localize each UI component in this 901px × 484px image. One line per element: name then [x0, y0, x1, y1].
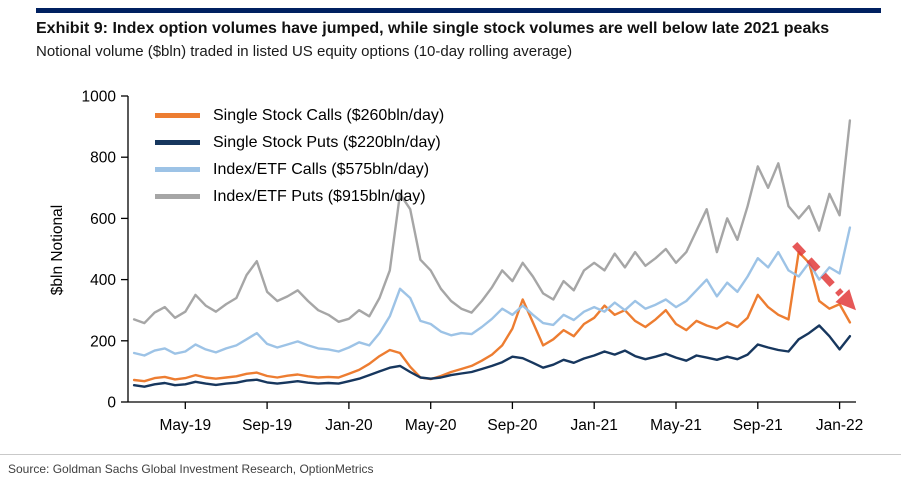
- legend-item-index-etf-calls: Index/ETF Calls ($575bln/day): [155, 160, 444, 179]
- x-tick-label: Sep-19: [242, 417, 292, 434]
- y-tick-label: 1000: [82, 89, 117, 106]
- x-tick-label: Sep-20: [487, 417, 537, 434]
- y-tick-label: 400: [90, 272, 116, 289]
- exhibit-subtitle: Notional volume ($bln) traded in listed …: [36, 43, 573, 60]
- volume-line-chart: 0 200 400 600 800 1000 May-19 Sep-19 Jan-20 May-2…: [82, 89, 864, 435]
- legend-label-single-stock-calls: Single Stock Calls ($260bln/day): [213, 106, 445, 124]
- legend-swatch-index-etf-puts: [155, 194, 200, 199]
- legend-item-single-stock-puts: Single Stock Puts ($220bln/day): [155, 133, 444, 152]
- y-tick-label: 800: [90, 150, 116, 167]
- series-line-single-stock-puts: [132, 324, 852, 388]
- footer-divider: [0, 454, 901, 455]
- top-rule: [36, 8, 881, 13]
- x-tick-label: May-19: [159, 417, 211, 434]
- legend-item-index-etf-puts: Index/ETF Puts ($915bln/day): [155, 187, 444, 206]
- series-line-index-etf-calls: [132, 226, 852, 357]
- axes: [121, 95, 856, 409]
- legend-label-index-etf-puts: Index/ETF Puts ($915bln/day): [213, 187, 426, 205]
- legend-swatch-single-stock-calls: [155, 113, 200, 118]
- source-note: Source: Goldman Sachs Global Investment …: [8, 462, 374, 476]
- trend-arrow-shaft: [792, 242, 844, 297]
- x-tick-label: Jan-20: [325, 417, 373, 434]
- y-tick-label: 600: [90, 211, 116, 228]
- x-tick-label: May-20: [405, 417, 457, 434]
- legend-item-single-stock-calls: Single Stock Calls ($260bln/day): [155, 106, 444, 125]
- x-tick-label: Jan-22: [816, 417, 863, 434]
- exhibit-title: Exhibit 9: Index option volumes have jum…: [36, 20, 830, 37]
- series-line-single-stock-calls: [132, 250, 852, 383]
- legend-label-index-etf-calls: Index/ETF Calls ($575bln/day): [213, 160, 430, 178]
- x-tick-label: Sep-21: [733, 417, 783, 434]
- legend-swatch-single-stock-puts: [155, 140, 200, 145]
- x-tick-label: Jan-21: [570, 417, 617, 434]
- legend-label-single-stock-puts: Single Stock Puts ($220bln/day): [213, 133, 441, 151]
- series-line-index-etf-puts: [132, 119, 852, 325]
- legend: Single Stock Calls ($260bln/day) Single …: [155, 106, 444, 206]
- trend-arrow-head: [835, 289, 856, 311]
- legend-swatch-index-etf-calls: [155, 167, 200, 172]
- y-axis-title: $bln Notional: [49, 204, 66, 296]
- y-tick-label: 200: [90, 333, 116, 350]
- x-tick-label: May-21: [650, 417, 702, 434]
- y-tick-label: 0: [107, 395, 116, 412]
